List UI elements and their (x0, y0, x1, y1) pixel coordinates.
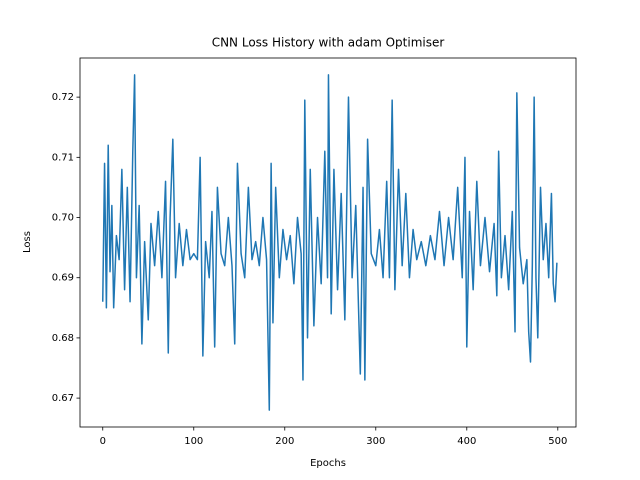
y-tick-label: 0.71 (52, 152, 74, 163)
chart-title: CNN Loss History with adam Optimiser (212, 36, 445, 50)
line-series (102, 74, 558, 411)
y-tick-label: 0.70 (52, 213, 74, 224)
x-tick-label: 100 (184, 436, 203, 447)
y-tick-label: 0.72 (52, 92, 74, 103)
x-tick-label: 300 (366, 436, 385, 447)
x-tick-label: 500 (548, 436, 567, 447)
x-tick-label: 400 (457, 436, 476, 447)
y-tick-label: 0.68 (52, 333, 74, 344)
y-axis-label: Loss (22, 231, 33, 253)
y-tick-label: 0.67 (52, 393, 74, 404)
plot-frame (79, 57, 577, 428)
x-axis-label: Epochs (310, 458, 346, 469)
x-tick-label: 200 (275, 436, 294, 447)
y-tick-label: 0.69 (52, 273, 74, 284)
x-tick-label: 0 (100, 436, 106, 447)
